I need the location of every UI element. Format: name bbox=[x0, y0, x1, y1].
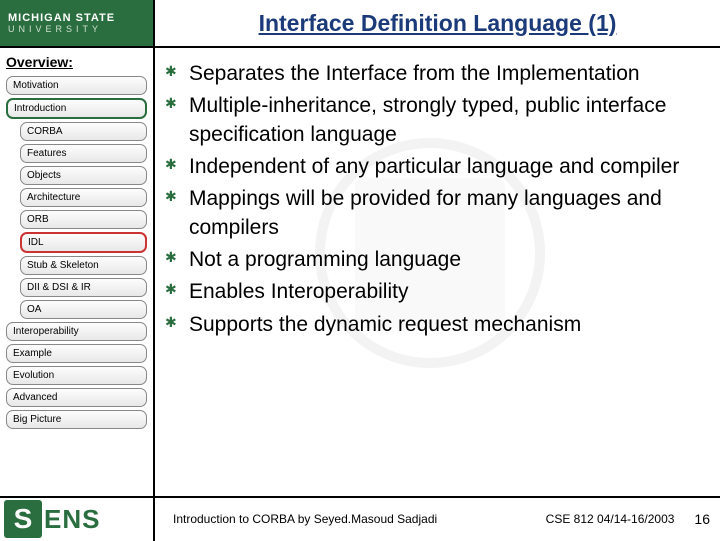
sidebar-item-advanced[interactable]: Advanced bbox=[6, 388, 147, 407]
bullet-item: Separates the Interface from the Impleme… bbox=[163, 60, 702, 88]
sens-text: ENS bbox=[44, 504, 100, 535]
footer-attribution: Introduction to CORBA by Seyed.Masoud Sa… bbox=[155, 512, 546, 526]
footer: S ENS Introduction to CORBA by Seyed.Mas… bbox=[0, 496, 720, 540]
slide-title: Interface Definition Language (1) bbox=[155, 0, 720, 46]
sens-s-icon: S bbox=[4, 500, 42, 538]
footer-course-date: CSE 812 04/14-16/2003 bbox=[546, 512, 685, 526]
sidebar-item-orb[interactable]: ORB bbox=[20, 210, 147, 229]
page-number: 16 bbox=[684, 511, 720, 527]
bullet-item: Mappings will be provided for many langu… bbox=[163, 185, 702, 242]
university-logo: MICHIGAN STATE UNIVERSITY bbox=[0, 0, 155, 46]
body: Overview: Motivation Introduction CORBA Fea… bbox=[0, 48, 720, 496]
sidebar-item-features[interactable]: Features bbox=[20, 144, 147, 163]
nav-list: Motivation Introduction CORBA Features Objec… bbox=[6, 76, 147, 429]
sidebar-item-introduction[interactable]: Introduction bbox=[6, 98, 147, 119]
header: MICHIGAN STATE UNIVERSITY Interface Defi… bbox=[0, 0, 720, 48]
sidebar-item-architecture[interactable]: Architecture bbox=[20, 188, 147, 207]
sidebar-item-objects[interactable]: Objects bbox=[20, 166, 147, 185]
bullet-item: Enables Interoperability bbox=[163, 278, 702, 306]
content-area: Separates the Interface from the Impleme… bbox=[155, 48, 720, 496]
overview-heading: Overview: bbox=[6, 54, 147, 70]
sidebar-item-dii-dsi-ir[interactable]: DII & DSI & IR bbox=[20, 278, 147, 297]
sens-logo: S ENS bbox=[0, 497, 155, 541]
logo-line2: UNIVERSITY bbox=[8, 24, 153, 34]
bullet-list: Separates the Interface from the Impleme… bbox=[163, 60, 702, 339]
logo-line1: MICHIGAN STATE bbox=[8, 12, 153, 24]
sidebar-item-example[interactable]: Example bbox=[6, 344, 147, 363]
sidebar-item-stub-skeleton[interactable]: Stub & Skeleton bbox=[20, 256, 147, 275]
sidebar-item-interoperability[interactable]: Interoperability bbox=[6, 322, 147, 341]
sidebar-item-motivation[interactable]: Motivation bbox=[6, 76, 147, 95]
bullet-item: Multiple-inheritance, strongly typed, pu… bbox=[163, 92, 702, 149]
sidebar-item-evolution[interactable]: Evolution bbox=[6, 366, 147, 385]
bullet-item: Independent of any particular language a… bbox=[163, 153, 702, 181]
sidebar-item-oa[interactable]: OA bbox=[20, 300, 147, 319]
sidebar-item-big-picture[interactable]: Big Picture bbox=[6, 410, 147, 429]
sidebar-item-idl[interactable]: IDL bbox=[20, 232, 147, 253]
bullet-item: Not a programming language bbox=[163, 246, 702, 274]
bullet-item: Supports the dynamic request mechanism bbox=[163, 311, 702, 339]
sidebar-item-corba[interactable]: CORBA bbox=[20, 122, 147, 141]
sidebar: Overview: Motivation Introduction CORBA Fea… bbox=[0, 48, 155, 496]
